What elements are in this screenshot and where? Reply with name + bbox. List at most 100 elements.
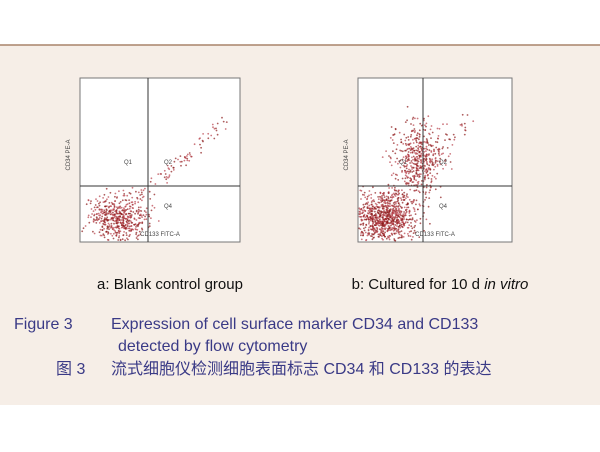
event-dot [384,231,386,234]
event-dot [407,147,409,150]
event-dot [137,201,140,204]
event-dot [93,206,96,209]
event-dot [411,200,414,203]
event-dot [386,204,389,207]
event-dot [391,215,394,217]
event-dot [103,211,105,214]
event-dot [374,220,377,223]
event-dot [407,206,410,209]
event-dot [213,127,216,130]
event-dot [404,149,406,152]
event-dot [395,211,398,214]
event-dot [393,193,396,196]
event-dot [429,189,431,192]
event-dot [408,230,411,233]
event-dot [381,200,384,202]
event-dot [396,144,399,146]
event-dot [395,215,397,217]
event-dot [419,204,421,207]
event-dot [371,210,374,213]
event-dot [373,230,375,233]
event-dot [101,212,104,215]
event-dot [407,139,410,141]
event-dot [380,227,383,229]
event-dot [98,216,101,219]
event-dot [399,226,402,229]
event-dot [400,223,403,226]
event-dot [385,198,388,201]
event-dot [123,194,126,197]
event-dot [417,173,419,176]
event-dot [126,194,129,197]
event-dot [430,151,433,153]
event-dot [118,218,121,221]
event-dot [405,156,408,159]
event-dot [411,168,413,170]
event-dot [117,215,120,218]
plot-frame [79,77,241,243]
event-dot [387,199,390,202]
event-dot [383,194,385,197]
event-dot [121,223,124,226]
event-dot [437,135,440,137]
event-dot [373,224,376,226]
event-dot [408,147,411,150]
event-dot [141,199,143,202]
event-dot [412,162,415,165]
event-dot [444,164,447,166]
event-dot [410,222,412,224]
event-dot [150,177,153,180]
event-dot [420,183,423,186]
event-dot [154,183,157,185]
event-dot [360,232,362,234]
event-dot [213,137,216,140]
event-dot [364,196,367,199]
event-dot [141,227,143,230]
event-dot [405,221,407,223]
event-dot [199,137,201,140]
event-dot [358,207,361,210]
event-dot [211,123,214,126]
event-dot [401,150,404,153]
event-dot [103,227,105,230]
event-dot [442,167,444,170]
event-dot [371,207,373,210]
event-dot [113,216,116,219]
event-dot [406,193,408,196]
event-dot [392,196,395,198]
event-dot [375,203,378,206]
event-dot [442,123,444,126]
event-dot [376,206,379,208]
event-dot [434,160,437,163]
event-dot [425,122,428,125]
event-dot [94,219,96,222]
event-dot [439,160,441,163]
event-dot [378,206,381,208]
event-dot [225,121,228,123]
event-dot [124,217,127,220]
event-dot [413,178,416,181]
event-dot [391,187,393,189]
event-dot [189,154,192,156]
event-dot [202,133,205,135]
event-dot [84,225,87,227]
event-dot [413,226,416,229]
event-dot [121,199,124,202]
event-dot [108,228,110,231]
event-dot [103,218,106,221]
event-dot [409,149,412,152]
event-dot [112,232,115,235]
event-dot [404,169,406,172]
event-dot [426,163,429,166]
event-dot [112,227,114,230]
event-dot [126,224,129,226]
event-dot [392,227,395,230]
event-dot [118,225,120,228]
event-dot [404,139,407,142]
event-dot [392,207,395,210]
event-dot [101,225,104,228]
event-dot [385,206,388,209]
event-dot [430,145,433,148]
event-dot [406,202,409,205]
event-dot [108,224,111,226]
